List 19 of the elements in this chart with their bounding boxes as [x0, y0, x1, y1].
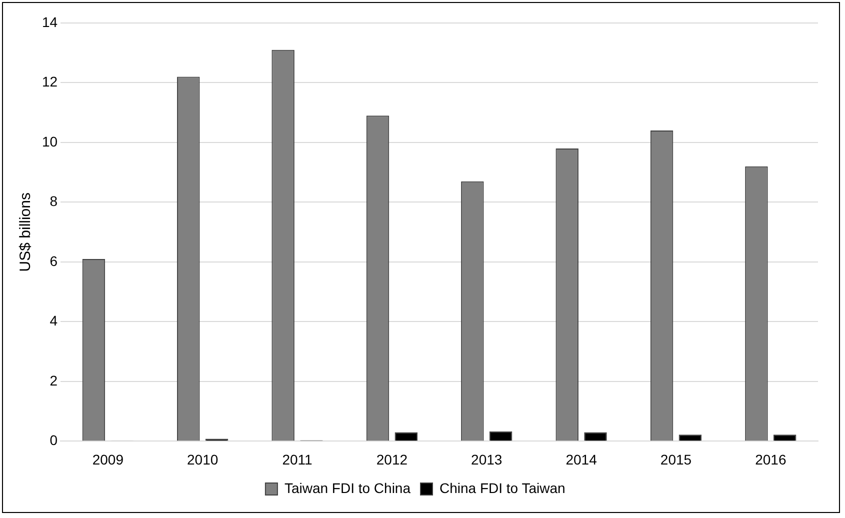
y-tick-label: 12 — [42, 74, 58, 90]
y-tick-label: 0 — [50, 432, 58, 448]
y-tick-label: 8 — [50, 193, 58, 210]
x-tick-label: 2014 — [566, 451, 598, 468]
x-tick-label: 2012 — [376, 451, 408, 468]
y-tick-label: 4 — [50, 312, 58, 329]
x-tick-label: 2010 — [187, 451, 218, 468]
x-tick-label: 2011 — [282, 451, 313, 468]
y-tick-label: 2 — [50, 372, 58, 388]
x-tick-label: 2016 — [755, 451, 786, 468]
y-tick-label: 14 — [42, 14, 58, 30]
x-tick-label: 2009 — [92, 451, 124, 468]
legend-label: Taiwan FDI to China — [284, 480, 411, 496]
x-tick-label: 2015 — [660, 451, 692, 468]
x-tick-label: 2013 — [471, 451, 502, 468]
y-tick-label: 10 — [42, 133, 58, 150]
y-axis-title: US$ billions — [17, 192, 34, 272]
y-tick-label: 6 — [50, 252, 58, 269]
legend-label: China FDI to Taiwan — [440, 480, 566, 496]
